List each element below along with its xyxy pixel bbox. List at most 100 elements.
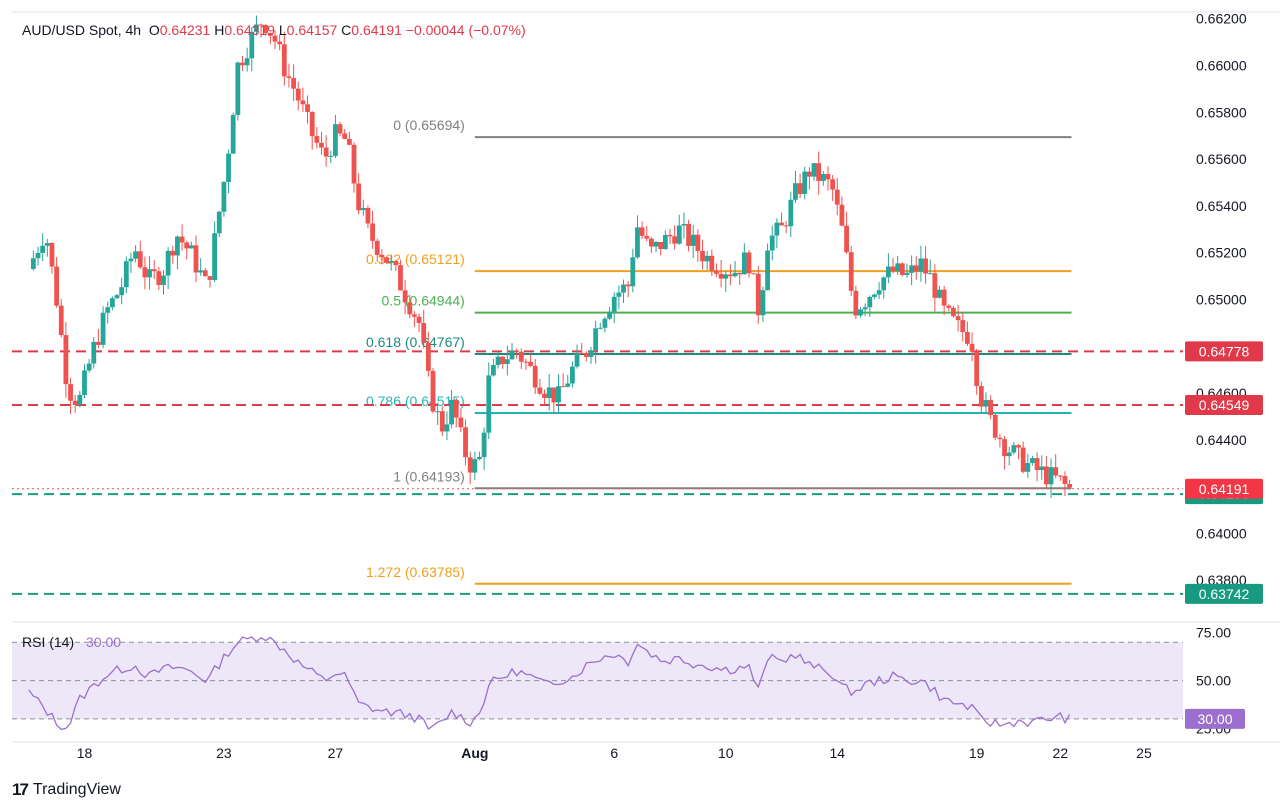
candle	[797, 173, 803, 199]
rsi-line	[28, 636, 1071, 731]
level-badge: 0.64549	[1185, 394, 1263, 415]
candle	[830, 175, 836, 201]
candle	[686, 219, 691, 252]
candle	[370, 210, 375, 249]
candle	[435, 402, 441, 426]
candle	[319, 131, 324, 155]
time-tick-label: 18	[77, 745, 93, 761]
candle	[765, 243, 770, 291]
candle	[811, 163, 817, 182]
candle	[1043, 456, 1049, 489]
candle	[277, 34, 283, 51]
candle	[360, 199, 366, 216]
candle	[997, 433, 1003, 448]
candle	[723, 271, 729, 292]
price-tick-label: 0.64400	[1196, 432, 1247, 448]
fib-label: 0.5 (0.64944)	[382, 293, 465, 309]
candle	[876, 281, 882, 300]
candle	[244, 47, 250, 72]
candle	[207, 275, 213, 288]
tradingview-name: TradingView	[32, 781, 121, 798]
candle	[477, 451, 482, 461]
price-tick-label: 0.65800	[1196, 104, 1247, 120]
candle	[467, 451, 473, 485]
open-label: O	[148, 22, 160, 38]
candle	[388, 254, 394, 271]
candle	[458, 409, 464, 432]
candle	[658, 241, 664, 256]
svg-text:0.63742: 0.63742	[1199, 586, 1250, 602]
candle	[453, 398, 459, 428]
candle	[1062, 471, 1068, 497]
candle	[528, 354, 533, 368]
candle	[68, 377, 73, 415]
candle	[862, 303, 868, 317]
candle	[653, 241, 659, 253]
time-axis: 18 23 27 Aug 6 10 14 19 22 25	[77, 745, 1152, 761]
candle	[923, 246, 928, 284]
candle	[384, 256, 389, 264]
candle	[1030, 455, 1035, 466]
symbol-label: AUD/USD Spot, 4h	[22, 22, 142, 38]
candle	[532, 359, 538, 395]
candle	[909, 255, 915, 286]
candle	[913, 256, 919, 280]
candle	[848, 245, 854, 297]
candle	[333, 114, 338, 159]
candle	[156, 266, 162, 291]
price-tick-label: 0.65200	[1196, 245, 1247, 261]
price-tick-label: 0.64000	[1196, 525, 1247, 541]
candle	[616, 285, 622, 310]
candle	[602, 316, 608, 333]
candle	[899, 262, 905, 277]
candle	[690, 225, 696, 259]
fib-label: 0.618 (0.64767)	[366, 334, 465, 350]
svg-text:0.64778: 0.64778	[1199, 343, 1250, 359]
candle	[449, 389, 454, 429]
candle	[30, 250, 36, 271]
candle	[974, 348, 980, 395]
change-value: −0.00044 (−0.07%)	[405, 22, 526, 38]
candle	[1053, 454, 1059, 479]
time-tick-label: 27	[328, 745, 344, 761]
candle	[579, 342, 585, 354]
candle	[793, 170, 798, 204]
candle	[188, 241, 194, 249]
candle	[937, 285, 942, 299]
candle	[119, 277, 125, 305]
candle	[416, 313, 422, 332]
candle	[583, 351, 589, 362]
candle	[983, 392, 989, 414]
candle	[323, 135, 329, 167]
candle	[77, 391, 83, 408]
candle	[40, 233, 46, 262]
candle	[895, 255, 901, 275]
candle	[676, 214, 682, 245]
candle	[890, 257, 896, 274]
candle	[198, 258, 204, 276]
open-value: 0.64231	[159, 22, 211, 38]
tradingview-logo[interactable]: 17 TradingView	[12, 780, 121, 800]
time-tick-label: Aug	[461, 745, 488, 761]
candle	[165, 247, 171, 289]
candle	[551, 387, 557, 415]
candle	[1067, 479, 1073, 490]
candle	[964, 321, 970, 347]
candle	[226, 149, 231, 194]
candle	[491, 358, 496, 377]
close-label: C	[341, 22, 352, 38]
candle	[556, 374, 561, 413]
candle	[35, 246, 41, 266]
candle	[240, 55, 245, 72]
candle	[402, 280, 408, 315]
time-tick-label: 23	[216, 745, 232, 761]
candle	[314, 126, 320, 149]
price-tick-label: 0.65600	[1196, 151, 1247, 167]
candle	[625, 280, 631, 298]
price-tick-label: 0.66000	[1196, 57, 1247, 73]
candle	[597, 322, 603, 330]
time-tick-label: 10	[718, 745, 734, 761]
candle	[291, 64, 296, 102]
candle	[649, 237, 654, 253]
